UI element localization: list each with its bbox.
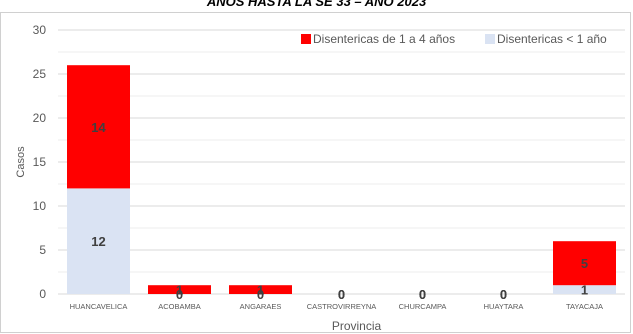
x-tick-label: ACOBAMBA xyxy=(158,302,201,311)
x-tick-label: HUANCAVELICA xyxy=(70,302,128,311)
data-label: 0 xyxy=(500,287,507,302)
data-label: 0 xyxy=(176,287,183,302)
data-label: 12 xyxy=(91,234,105,249)
data-label: 5 xyxy=(581,256,588,271)
data-label: 0 xyxy=(338,287,345,302)
y-tick-label: 30 xyxy=(33,23,47,37)
data-label: 1 xyxy=(257,283,264,298)
y-tick-label: 15 xyxy=(33,155,47,169)
y-tick-label: 5 xyxy=(39,243,46,257)
x-tick-label: TAYACAJA xyxy=(566,302,603,311)
data-label: 14 xyxy=(91,120,106,135)
bar-1to4-segment xyxy=(229,285,292,294)
data-label: 0 xyxy=(257,287,264,302)
data-label: 0 xyxy=(500,287,507,302)
legend-swatch xyxy=(485,34,495,44)
data-label: 0 xyxy=(419,287,426,302)
y-tick-label: 20 xyxy=(33,111,47,125)
bar-1to4-segment xyxy=(67,65,130,189)
legend-label: Disentericas de 1 a 4 años xyxy=(313,32,455,46)
data-label: 1 xyxy=(176,283,183,298)
y-tick-label: 25 xyxy=(33,67,47,81)
y-tick-label: 0 xyxy=(39,287,46,301)
data-label: 0 xyxy=(338,287,345,302)
bar-1to4-segment xyxy=(553,241,616,286)
data-label: 0 xyxy=(419,287,426,302)
chart-frame xyxy=(0,12,631,333)
y-tick-label: 10 xyxy=(33,199,47,213)
y-axis-title: Casos xyxy=(15,146,27,178)
legend-label: Disentericas < 1 año xyxy=(497,32,607,46)
x-tick-label: CHURCAMPA xyxy=(399,302,447,311)
bar-lt1-segment xyxy=(67,188,130,294)
legend-swatch xyxy=(301,34,311,44)
bar-1to4-segment xyxy=(148,285,211,294)
bar-lt1-segment xyxy=(553,285,616,294)
x-tick-label: ANGARAES xyxy=(240,302,282,311)
chart-title: AÑOS HASTA LA SE 33 – AÑO 2023 xyxy=(206,0,427,9)
data-label: 1 xyxy=(581,283,588,298)
x-tick-label: HUAYTARA xyxy=(484,302,524,311)
x-tick-label: CASTROVIRREYNA xyxy=(307,302,377,311)
x-axis-title: Provincia xyxy=(332,319,382,333)
